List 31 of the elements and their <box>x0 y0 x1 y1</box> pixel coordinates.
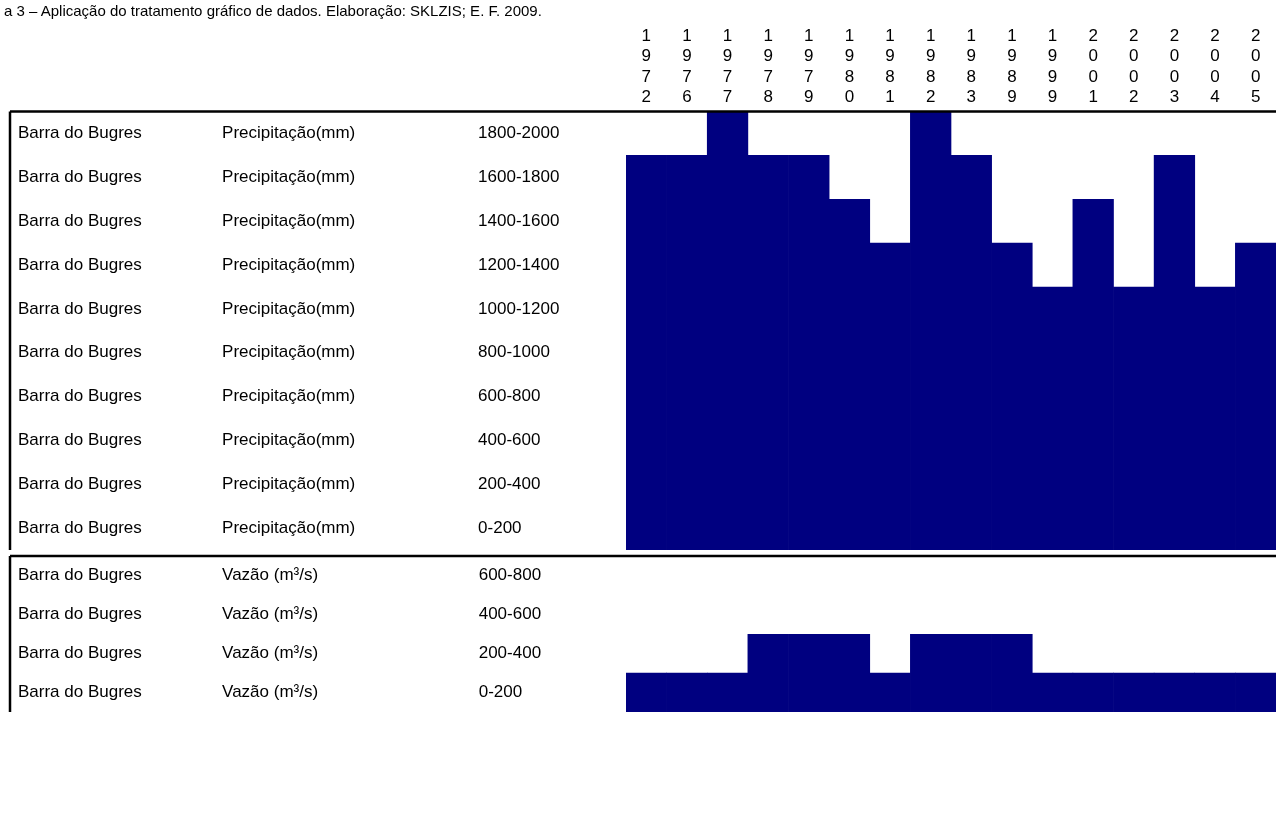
text: Barra do Bugres Precipitação(mm) 200-400 <box>18 473 541 493</box>
text: Barra do Bugres Precipitação(mm) 400-600 <box>18 430 541 450</box>
x-tick-label: 2005 <box>1250 25 1261 107</box>
x-tick-label: 2004 <box>1210 25 1220 107</box>
text: a 3 – Aplicação do tratamento gráfico de dados. Elaboração: SKLZIS; E. F. 2009. <box>3 1 543 21</box>
x-tick-label: 1976 <box>682 25 692 107</box>
x-tick-label: 1981 <box>885 25 895 107</box>
text: Barra do Bugres Vazão (m³/s) 600-800 <box>18 565 542 585</box>
text: Barra do Bugres Vazão (m³/s) 0-200 <box>18 682 523 702</box>
x-tick-label: 1989 <box>1007 25 1017 107</box>
x-tick-label: 1999 <box>1047 25 1058 107</box>
text: Barra do Bugres Precipitação(mm) 1000-1200 <box>18 298 560 318</box>
x-tick-label: 2001 <box>1088 25 1098 107</box>
x-tick-label: 1980 <box>844 25 855 107</box>
text: Barra do Bugres Vazão (m³/s) 400-600 <box>18 604 542 624</box>
text: Barra do Bugres Vazão (m³/s) 200-400 <box>18 643 542 663</box>
x-tick-label: 1979 <box>804 25 814 107</box>
x-tick-label: 1972 <box>641 25 652 107</box>
text: Barra do Bugres Precipitação(mm) 0-200 <box>18 517 522 537</box>
text: Barra do Bugres Precipitação(mm) 800-1000 <box>18 342 550 362</box>
text: Barra do Bugres Precipitação(mm) 1400-1600 <box>18 210 560 230</box>
x-tick-label: 2003 <box>1169 25 1180 107</box>
x-tick-label: 2002 <box>1129 25 1139 107</box>
x-tick-label: 1977 <box>722 25 733 107</box>
x-tick-label: 1982 <box>925 25 936 107</box>
text: Barra do Bugres Precipitação(mm) 1200-1400 <box>18 254 560 274</box>
x-tick-label: 1983 <box>966 25 977 107</box>
text: Barra do Bugres Precipitação(mm) 1600-1800 <box>18 167 560 187</box>
text: Barra do Bugres Precipitação(mm) 1800-2000 <box>18 123 560 143</box>
text: Barra do Bugres Precipitação(mm) 600-800 <box>18 386 541 406</box>
x-tick-label: 1978 <box>763 25 773 107</box>
